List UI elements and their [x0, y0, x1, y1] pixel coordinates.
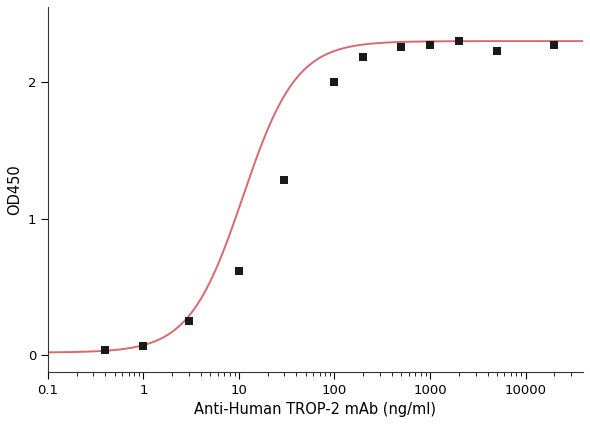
X-axis label: Anti-Human TROP-2 mAb (ng/ml): Anti-Human TROP-2 mAb (ng/ml) — [195, 402, 437, 417]
Y-axis label: OD450: OD450 — [7, 164, 22, 215]
